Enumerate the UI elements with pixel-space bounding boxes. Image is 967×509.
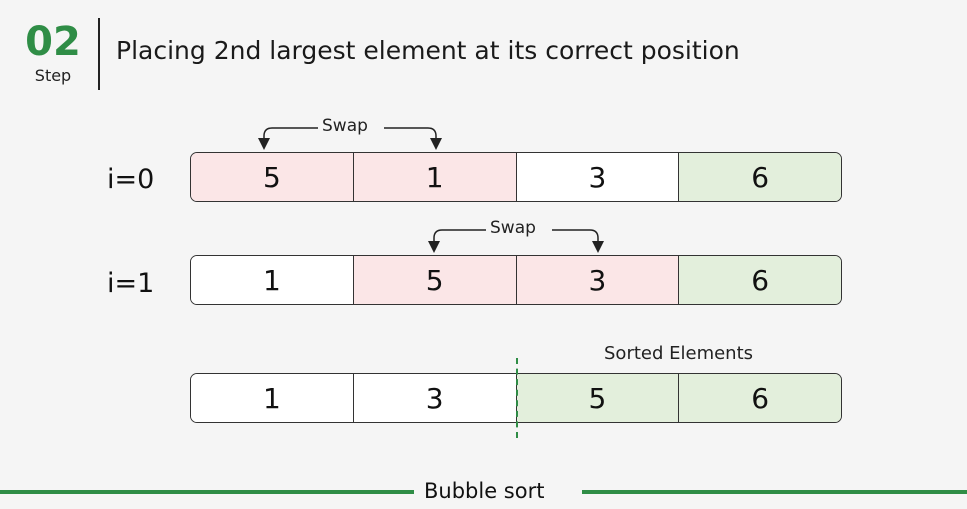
step-divider <box>98 18 100 90</box>
array-cell: 5 <box>191 153 354 201</box>
array-cell: 1 <box>353 153 517 201</box>
array-cell: 6 <box>679 256 841 304</box>
array-row-2: 1 3 5 6 <box>190 373 842 423</box>
row-label-1: i=1 <box>107 268 155 299</box>
array-cell: 6 <box>679 153 841 201</box>
page-title: Placing 2nd largest element at its corre… <box>116 36 740 65</box>
swap-arrow-row0 <box>258 127 318 150</box>
array-cell: 3 <box>516 153 680 201</box>
sorted-elements-label: Sorted Elements <box>604 343 754 364</box>
row-label-0: i=0 <box>107 164 155 195</box>
swap-label-row0: Swap <box>322 116 368 136</box>
swap-arrow-row1 <box>428 229 486 253</box>
footer-line-right <box>582 490 967 494</box>
array-row-0: 5 1 3 6 <box>190 152 842 202</box>
array-cell: 1 <box>191 374 354 422</box>
swap-label-row1: Swap <box>490 218 536 238</box>
array-row-1: 1 5 3 6 <box>190 255 842 305</box>
array-cell: 3 <box>516 256 680 304</box>
array-cell: 5 <box>516 374 680 422</box>
step-label: Step <box>34 66 72 85</box>
sorted-divider <box>516 358 518 438</box>
array-cell: 1 <box>191 256 354 304</box>
footer-line-left <box>0 490 414 494</box>
array-cell: 3 <box>353 374 517 422</box>
footer-title: Bubble sort <box>424 479 545 503</box>
step-number: 02 <box>25 19 81 65</box>
array-cell: 5 <box>353 256 517 304</box>
array-cell: 6 <box>679 374 841 422</box>
